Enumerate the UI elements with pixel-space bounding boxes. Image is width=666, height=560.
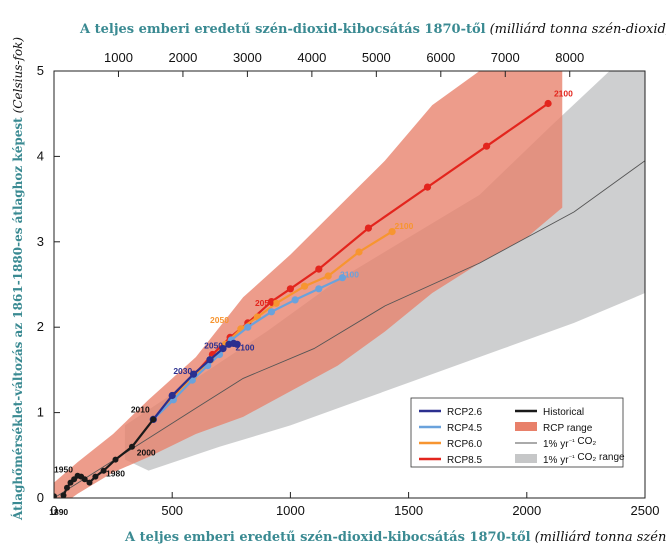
data-point-rcp8-5 (286, 285, 294, 293)
data-point-rcp6-0 (301, 282, 309, 290)
legend-label: RCP4.5 (447, 423, 482, 434)
top-tick-label: 8000 (555, 50, 584, 65)
year-label-rcp6-0: 2100 (394, 221, 413, 231)
top-axis-title: A teljes emberi eredetű szén-dioxid-kibo… (79, 22, 666, 37)
data-point-rcp2-6 (206, 356, 214, 364)
top-tick-label: 6000 (426, 50, 455, 65)
legend: RCP2.6 Historical RCP4.5 RCP range RCP6.0 1% … (410, 397, 625, 468)
year-label-historical: 1890 (49, 507, 68, 517)
data-point-historical (129, 443, 135, 450)
ticks-layer: 0 500 1000 1500 2000 2500 0 1 2 3 4 5 1000 2000 3000 40… (37, 50, 660, 518)
data-point-rcp2-6 (233, 340, 241, 348)
y-tick-label: 5 (37, 63, 44, 78)
data-point-historical (100, 467, 107, 474)
top-tick-label: 3000 (233, 50, 262, 65)
year-label-rcp6-0: 2050 (210, 315, 229, 325)
year-label-historical: 2000 (137, 447, 156, 457)
x-tick-label: 2000 (512, 503, 541, 518)
legend-label: RCP6.0 (447, 439, 482, 450)
x-tick-label: 1500 (394, 503, 423, 518)
data-point-rcp4-5 (315, 285, 323, 293)
data-point-historical (92, 473, 99, 480)
year-label-historical: 2010 (131, 405, 150, 415)
legend-swatch (515, 422, 537, 431)
top-tick-label: 5000 (362, 50, 391, 65)
data-point-historical (54, 493, 57, 498)
data-point-rcp4-5 (291, 296, 299, 304)
year-label-rcp2-6: 2100 (236, 342, 255, 352)
y-axis-title: Átlaghőmérséklet-változás az 1861-1880-e… (10, 37, 25, 521)
data-point-rcp8-5 (483, 142, 491, 150)
legend-label: 1% yr⁻¹ CO₂ range (543, 452, 625, 466)
data-point-rcp4-5 (338, 274, 346, 282)
data-point-historical (150, 416, 157, 423)
year-label-rcp2-6: 2050 (204, 341, 223, 351)
x-tick-label: 2500 (631, 503, 660, 518)
legend-label: RCP8.5 (447, 455, 482, 466)
data-point-rcp8-5 (364, 224, 372, 232)
data-point-rcp6-0 (388, 228, 396, 236)
data-point-historical (86, 479, 93, 486)
year-labels-layer: 1890 1950 1980 2000 2010 2030 2050 2100 2100 2050… (49, 89, 573, 517)
x-tick-label: 0 (50, 503, 57, 518)
year-label-rcp8-5: 2050 (255, 298, 274, 308)
top-tick-label: 4000 (297, 50, 326, 65)
y-tick-label: 4 (37, 148, 44, 163)
data-point-rcp4-5 (244, 323, 252, 331)
data-point-rcp4-5 (267, 308, 276, 316)
data-point-historical (64, 484, 70, 491)
year-label-rcp2-6: 2030 (173, 366, 192, 376)
data-point-rcp2-6 (219, 345, 227, 353)
data-point-rcp6-0 (272, 299, 280, 307)
y-tick-label: 2 (37, 319, 44, 334)
data-point-rcp8-5 (315, 265, 323, 273)
data-point-historical (81, 476, 88, 483)
plot-border (53, 70, 646, 499)
y-tick-label: 1 (37, 405, 44, 420)
top-tick-label: 2000 (168, 50, 197, 65)
legend-label: RCP2.6 (447, 407, 482, 418)
data-point-rcp6-0 (355, 248, 363, 256)
year-label-historical: 1980 (106, 469, 125, 479)
legend-label: 1% yr⁻¹ CO₂ (543, 436, 596, 450)
legend-label: RCP range (543, 423, 593, 434)
data-point-rcp8-5 (423, 183, 432, 191)
year-label-rcp4-5: 2100 (340, 270, 359, 280)
x-axis-title: A teljes emberi eredetű szén-dioxid-kibo… (124, 530, 666, 545)
x-tick-label: 1000 (276, 503, 305, 518)
data-point-rcp2-6 (168, 391, 176, 400)
legend-swatch (515, 454, 537, 463)
y-tick-label: 3 (37, 234, 44, 249)
data-point-historical (60, 492, 67, 498)
data-point-historical (112, 456, 119, 463)
data-point-historical (57, 499, 63, 505)
legend-label: Historical (543, 407, 584, 418)
x-tick-label: 500 (161, 503, 183, 518)
top-tick-label: 7000 (491, 50, 520, 65)
year-label-rcp8-5: 2100 (554, 89, 573, 99)
data-point-rcp2-6 (189, 370, 198, 378)
data-point-rcp8-5 (544, 99, 552, 108)
y-tick-label: 0 (37, 490, 44, 505)
year-label-historical: 1950 (54, 464, 73, 474)
series-layer (54, 99, 645, 505)
top-tick-label: 1000 (104, 50, 133, 65)
plot-frame (53, 70, 646, 499)
data-point-rcp6-0 (324, 272, 332, 280)
